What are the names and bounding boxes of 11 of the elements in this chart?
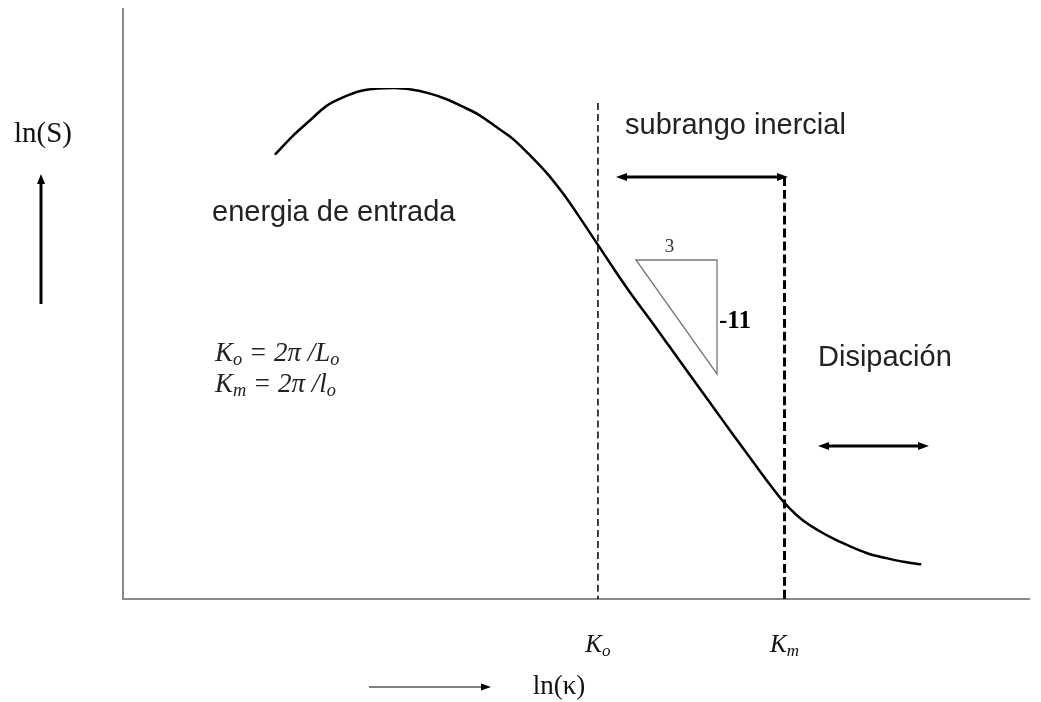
annotation: -11: [719, 306, 751, 333]
x-tick-label: K$_{o}$: [585, 630, 611, 660]
annotation: K$_{m}$ = 2π /l$_{o}$: [215, 368, 336, 401]
annotation: K$_{o}$ = 2π /L$_{o}$: [215, 337, 340, 370]
annotation: energia de entrada: [212, 194, 456, 227]
y-axis-title: ln(S): [14, 115, 72, 148]
annotation: 3: [664, 235, 675, 257]
x-axis-title: ln(κ): [532, 670, 586, 701]
annotation: Disipación: [818, 339, 952, 372]
x-tick-label: K$_{m}$: [770, 630, 799, 660]
annotation: subrango inercial: [625, 107, 846, 140]
